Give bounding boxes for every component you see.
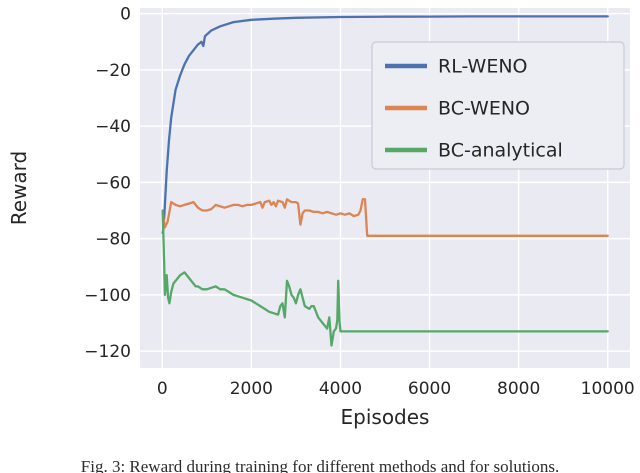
figure-caption: Fig. 3: Reward during training for diffe… [80, 457, 560, 473]
series-line-bc-weno [161, 198, 609, 237]
legend [371, 41, 625, 170]
y-axis-label: Reward [7, 151, 31, 225]
x-tick-label: 2000 [230, 379, 273, 399]
x-axis-label: Episodes [341, 405, 430, 429]
y-tick-label: −120 [84, 342, 131, 362]
legend-label-bc-weno: BC-WENO [438, 98, 530, 120]
y-tick-label: −40 [95, 117, 131, 137]
legend-label-bc-analytical: BC-analytical [438, 140, 563, 162]
y-tick-label: 0 [120, 5, 131, 25]
x-tick-label: 10000 [581, 379, 635, 399]
y-tick-label: −80 [95, 230, 131, 250]
series-line-rl-weno [161, 15, 609, 235]
series-line-bc-analytical [161, 209, 609, 347]
legend-label-rl-weno: RL-WENO [438, 56, 528, 78]
reward-chart: 0 2000 4000 6000 8000 10000 0 −20 −40 −60 −80 −100 −… [7, 5, 635, 429]
x-tick-label: 0 [157, 379, 168, 399]
y-tick-label: −100 [84, 286, 131, 306]
x-tick-label: 8000 [497, 379, 540, 399]
x-tick-label: 4000 [319, 379, 362, 399]
y-tick-label: −60 [95, 173, 131, 193]
y-tick-label: −20 [95, 61, 131, 81]
x-tick-label: 6000 [408, 379, 451, 399]
